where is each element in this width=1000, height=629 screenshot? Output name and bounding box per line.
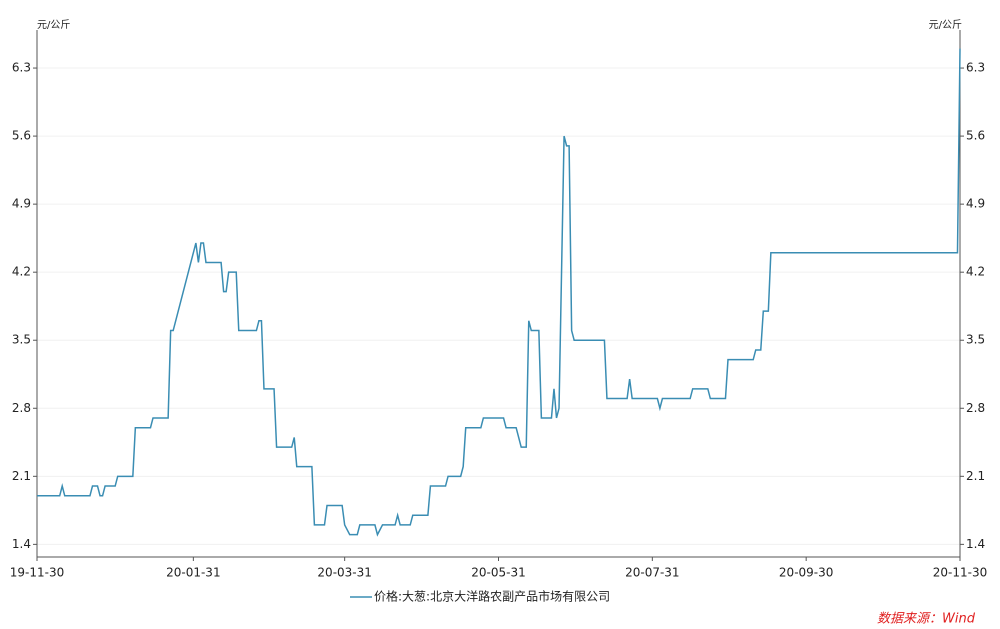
y2-tick-label: 2.1	[966, 469, 985, 483]
y2-tick-label: 2.8	[966, 401, 985, 415]
x-tick-label: 20-05-31	[471, 566, 525, 580]
x-tick-label: 20-07-31	[625, 566, 679, 580]
y2-tick-label: 1.4	[966, 537, 985, 551]
x-tick-label: 20-09-30	[779, 566, 833, 580]
x-tick-label: 19-11-30	[10, 566, 64, 580]
y2-tick-label: 5.6	[966, 129, 985, 143]
y-tick-label: 4.9	[12, 197, 31, 211]
y2-tick-label: 4.9	[966, 197, 985, 211]
y-tick-label: 5.6	[12, 129, 31, 143]
y-unit-right: 元/公斤	[929, 19, 962, 31]
y-tick-label: 2.1	[12, 469, 31, 483]
y2-tick-label: 3.5	[966, 333, 985, 347]
y-tick-label: 1.4	[12, 537, 31, 551]
y-tick-label: 6.3	[12, 61, 31, 75]
source: 数据来源：Wind	[877, 612, 976, 627]
y2-tick-label: 4.2	[966, 265, 985, 279]
y2-tick-label: 6.3	[966, 61, 985, 75]
y-tick-label: 3.5	[12, 333, 31, 347]
y-tick-label: 2.8	[12, 401, 31, 415]
x-tick-label: 20-11-30	[933, 566, 987, 580]
series-line	[37, 48, 961, 537]
legend-label: 价格:大葱:北京大洋路农副产品市场有限公司	[374, 589, 610, 604]
x-tick-label: 20-01-31	[166, 566, 220, 580]
y-unit-left: 元/公斤	[37, 19, 70, 31]
x-tick-label: 20-03-31	[317, 566, 371, 580]
y-tick-label: 4.2	[12, 265, 31, 279]
